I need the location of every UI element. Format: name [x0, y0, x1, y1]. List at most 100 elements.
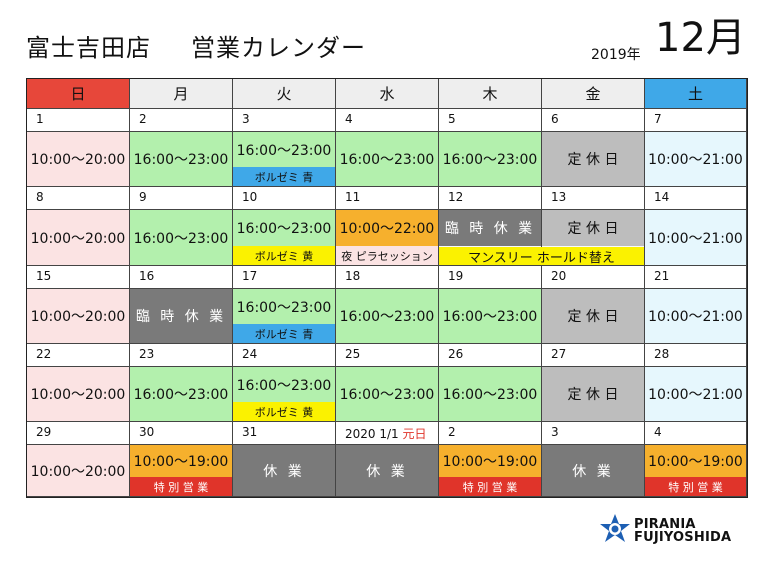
day-number: 28 [645, 344, 746, 367]
hours-label: 10:00～22:00 [336, 210, 438, 246]
hours-label: 10:00～20:00 [27, 289, 129, 343]
hours-label: 定 休 日 [542, 367, 644, 421]
hours-label: 10:00～19:00 [439, 445, 541, 477]
hours-label: 定 休 日 [542, 289, 644, 343]
calendar-title: 営業カレンダー [191, 34, 366, 62]
calendar-day-cell: 8 10:00～20:00 [27, 187, 130, 266]
day-number: 9 [130, 187, 232, 210]
day-number: 17 [233, 266, 335, 289]
calendar-day-cell: 31 休 業 [233, 422, 336, 497]
calendar-day-cell: 2 10:00～19:00 特 別 営 業 [439, 422, 542, 497]
hours-label: 16:00～23:00 [233, 289, 335, 324]
spanning-event-label: マンスリー ホールド替え [439, 247, 645, 266]
hours-label: 10:00～21:00 [645, 210, 746, 265]
day-number: 14 [645, 187, 746, 210]
calendar-day-cell: 20 定 休 日 [542, 266, 645, 344]
weekday-header: 土 [645, 79, 747, 109]
day-number: 13 [542, 187, 644, 210]
event-label: ボルゼミ 青 [233, 167, 335, 186]
hours-label: 臨 時 休 業 [439, 210, 541, 246]
hours-label: 定 休 日 [542, 132, 644, 186]
hours-label: 10:00～19:00 [130, 445, 232, 477]
hours-label: 16:00～23:00 [336, 289, 438, 343]
event-label: ボルゼミ 青 [233, 324, 335, 343]
weekday-header: 木 [439, 79, 542, 109]
calendar-day-cell: 7 10:00～21:00 [645, 109, 747, 187]
hours-label: 16:00～23:00 [336, 132, 438, 186]
day-number: 18 [336, 266, 438, 289]
hours-label: 休 業 [336, 445, 438, 496]
hours-label: 休 業 [233, 445, 335, 496]
hours-label: 16:00～23:00 [130, 210, 232, 265]
calendar-day-cell: 9 16:00～23:00 [130, 187, 233, 266]
hours-label: 10:00～20:00 [27, 132, 129, 186]
calendar-day-cell: 2020 1/1 元日休 業 [336, 422, 439, 497]
hours-label: 16:00～23:00 [130, 367, 232, 421]
holiday-note: 元日 [398, 427, 427, 441]
event-label: ボルゼミ 黄 [233, 402, 335, 421]
day-number: 22 [27, 344, 129, 367]
hours-label: 16:00～23:00 [336, 367, 438, 421]
calendar-day-cell: 19 16:00～23:00 [439, 266, 542, 344]
calendar-day-cell: 29 10:00～20:00 [27, 422, 130, 497]
logo-line2: FUJIYOSHIDA [634, 530, 732, 545]
day-number: 29 [27, 422, 129, 445]
day-number: 20 [542, 266, 644, 289]
calendar-day-cell: 3 16:00～23:00 ボルゼミ 青 [233, 109, 336, 187]
day-number: 12 [439, 187, 541, 210]
calendar-day-cell: 17 16:00～23:00 ボルゼミ 青 [233, 266, 336, 344]
calendar-day-cell: 15 10:00～20:00 [27, 266, 130, 344]
day-number: 26 [439, 344, 541, 367]
calendar-day-cell: 22 10:00～20:00 [27, 344, 130, 422]
event-label: ボルゼミ 黄 [233, 246, 335, 265]
day-number: 30 [130, 422, 232, 445]
year-label: 2019年 [591, 47, 641, 63]
calendar-day-cell: 28 10:00～21:00 [645, 344, 747, 422]
day-number: 27 [542, 344, 644, 367]
day-number: 3 [542, 422, 644, 445]
weekday-header: 火 [233, 79, 336, 109]
brand-logo: PIRANIA FUJIYOSHIDA [598, 512, 748, 548]
weekday-header: 水 [336, 79, 439, 109]
day-number: 21 [645, 266, 746, 289]
calendar-day-cell: 23 16:00～23:00 [130, 344, 233, 422]
piranha-star-logo-icon [600, 514, 630, 542]
hours-label: 10:00～20:00 [27, 210, 129, 265]
day-number: 3 [233, 109, 335, 132]
logo-line1: PIRANIA [634, 517, 696, 532]
hours-label: 10:00～21:00 [645, 132, 746, 186]
day-number: 16 [130, 266, 232, 289]
event-label: 特 別 営 業 [130, 477, 232, 496]
day-number: 7 [645, 109, 746, 132]
day-number: 19 [439, 266, 541, 289]
calendar-day-cell: 1 10:00～20:00 [27, 109, 130, 187]
calendar-day-cell: 11 10:00～22:00 夜 ピラセッション [336, 187, 439, 266]
hours-label: 16:00～23:00 [233, 132, 335, 167]
calendar-day-cell: 14 10:00～21:00 [645, 187, 747, 266]
hours-label: 臨 時 休 業 [130, 289, 232, 343]
event-label: 特 別 営 業 [439, 477, 541, 496]
calendar-day-cell: 30 10:00～19:00 特 別 営 業 [130, 422, 233, 497]
calendar-day-cell: 2 16:00～23:00 [130, 109, 233, 187]
hours-label: 16:00～23:00 [439, 367, 541, 421]
day-number: 4 [645, 422, 746, 445]
hours-label: 10:00～21:00 [645, 289, 746, 343]
day-number: 31 [233, 422, 335, 445]
hours-label: 16:00～23:00 [439, 289, 541, 343]
calendar-day-cell: 4 10:00～19:00 特 別 営 業 [645, 422, 747, 497]
hours-label: 10:00～21:00 [645, 367, 746, 421]
event-label: 夜 ピラセッション [336, 246, 438, 265]
day-number: 2 [439, 422, 541, 445]
day-number: 2020 1/1 元日 [336, 422, 438, 445]
hours-label: 休 業 [542, 445, 644, 496]
hours-label: 16:00～23:00 [233, 210, 335, 246]
day-number: 11 [336, 187, 438, 210]
day-number: 4 [336, 109, 438, 132]
store-name: 富士吉田店 [26, 34, 151, 62]
month-label: 12月 [655, 15, 746, 61]
weekday-header: 金 [542, 79, 645, 109]
day-number: 2 [130, 109, 232, 132]
hours-label: 定 休 日 [542, 210, 644, 246]
